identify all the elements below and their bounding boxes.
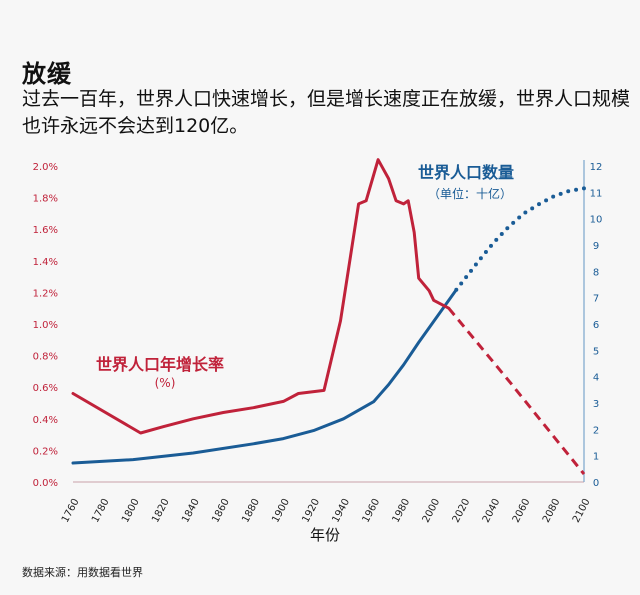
- right-tick-label: 4: [593, 373, 599, 384]
- right-tick-label: 1: [593, 452, 599, 463]
- right-tick-label: 10: [590, 215, 603, 226]
- x-tick-label: 2060: [511, 497, 533, 525]
- right-tick-label: 9: [593, 241, 599, 252]
- right-tick-label: 6: [593, 320, 599, 331]
- x-tick-label: 2040: [481, 497, 503, 525]
- left-tick-label: 0.0%: [33, 478, 58, 489]
- x-tick-label: 1880: [240, 497, 262, 525]
- x-tick-label: 2100: [571, 497, 593, 525]
- x-tick-label: 1960: [361, 497, 383, 525]
- growth-rate-unit: (%): [155, 376, 176, 390]
- x-tick-label: 1900: [270, 497, 292, 525]
- left-tick-label: 2.0%: [33, 162, 58, 173]
- left-tick-label: 0.2%: [33, 446, 58, 457]
- x-tick-label: 1940: [330, 497, 352, 525]
- left-tick-label: 1.0%: [33, 320, 58, 331]
- growth-rate-label: 世界人口年增长率: [96, 355, 224, 374]
- chart-subtitle: 过去一百年，世界人口快速增长，但是增长速度正在放缓，世界人口规模也许永远不会达到…: [22, 88, 631, 137]
- x-tick-label: 2080: [541, 497, 563, 525]
- left-tick-label: 0.4%: [33, 415, 58, 426]
- right-tick-label: 5: [593, 346, 599, 357]
- left-tick-label: 1.8%: [33, 194, 58, 205]
- right-tick-label: 7: [593, 294, 599, 305]
- population-unit: （单位：十亿）: [428, 186, 512, 201]
- x-tick-label: 1820: [150, 497, 172, 525]
- left-tick-label: 0.6%: [33, 383, 58, 394]
- population-projection: [454, 186, 586, 292]
- x-tick-label: 1860: [210, 497, 232, 525]
- x-tick-label: 1920: [300, 497, 322, 525]
- right-tick-label: 0: [593, 478, 599, 489]
- x-tick-label: 1800: [120, 497, 142, 525]
- source-note: 数据来源：用数据看世界: [22, 566, 143, 579]
- x-tick-label: 1980: [391, 497, 413, 525]
- growth-rate-projection: [447, 307, 586, 476]
- growth-rate-line: [71, 158, 451, 435]
- x-tick-label: 2000: [421, 497, 443, 525]
- x-axis-title: 年份: [310, 526, 341, 544]
- left-tick-label: 1.4%: [33, 257, 58, 268]
- population-label: 世界人口数量: [418, 163, 514, 182]
- right-tick-label: 2: [593, 425, 599, 436]
- left-tick-label: 0.8%: [33, 352, 58, 363]
- right-tick-label: 8: [593, 267, 599, 278]
- x-tick-label: 1780: [90, 497, 112, 525]
- chart-title: 放缓: [22, 60, 72, 88]
- x-tick-label: 1760: [60, 497, 82, 525]
- x-tick-label: 2020: [451, 497, 473, 525]
- right-tick-label: 11: [590, 188, 603, 199]
- right-tick-label: 12: [590, 162, 603, 173]
- right-tick-label: 3: [593, 399, 599, 410]
- x-tick-label: 1840: [180, 497, 202, 525]
- left-tick-label: 1.6%: [33, 225, 58, 236]
- left-tick-label: 1.2%: [33, 288, 58, 299]
- population-line: [71, 288, 458, 465]
